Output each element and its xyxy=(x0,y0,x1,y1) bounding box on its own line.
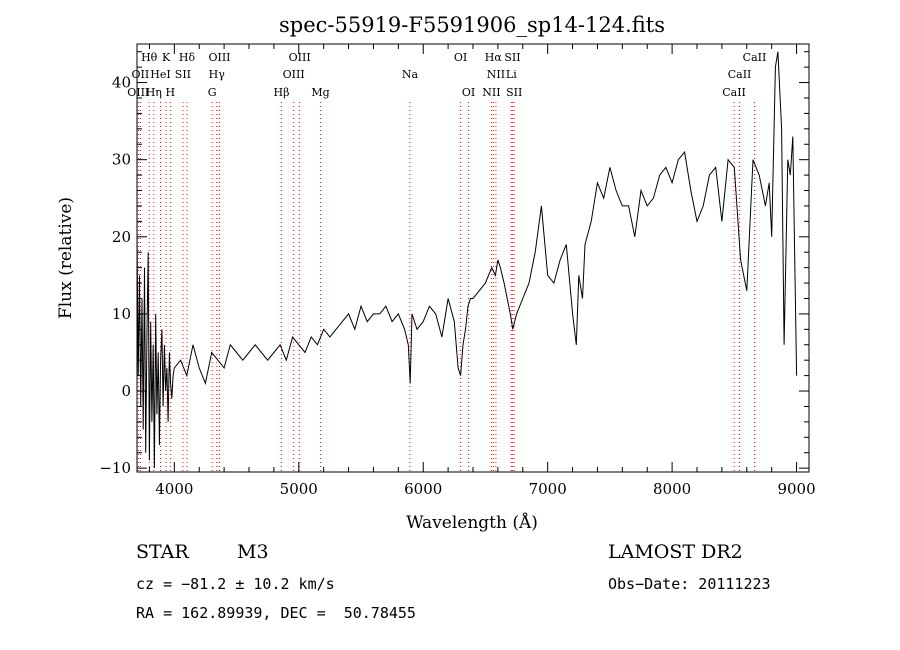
line-label: Hη xyxy=(146,86,162,99)
line-label: Hγ xyxy=(209,68,226,81)
x-tick-label: 8000 xyxy=(653,480,691,498)
x-axis: 4000 5000 6000 7000 8000 9000 xyxy=(148,44,816,498)
x-tick-label: 4000 xyxy=(155,480,193,498)
line-label: OI xyxy=(462,86,475,99)
x-tick-label: 9000 xyxy=(777,480,815,498)
x-tick-label: 5000 xyxy=(280,480,318,498)
y-tick-label: 20 xyxy=(112,228,131,246)
line-label: Na xyxy=(402,68,419,81)
line-label: Hδ xyxy=(179,51,196,64)
line-label: Hθ xyxy=(141,51,158,64)
plot-frame xyxy=(136,43,810,473)
y-tick-label: 30 xyxy=(112,151,131,169)
redshift-value: cz = −81.2 ± 10.2 km/s xyxy=(136,575,335,593)
line-label: SII xyxy=(504,51,520,64)
line-marker-group xyxy=(137,102,755,472)
line-label: CaII xyxy=(722,86,746,99)
y-tick-label: 10 xyxy=(112,305,131,323)
coordinates: RA = 162.89939, DEC = 50.78455 xyxy=(136,604,416,622)
survey-name: LAMOST DR2 xyxy=(608,541,743,563)
line-label: Mg xyxy=(311,86,329,99)
line-label: Hα xyxy=(485,51,503,64)
line-label: OIII xyxy=(283,68,305,81)
x-tick-label: 6000 xyxy=(404,480,442,498)
line-label: HeI xyxy=(150,68,170,81)
y-tick-label: 40 xyxy=(112,74,131,92)
line-label: OII xyxy=(132,68,150,81)
line-label: Li xyxy=(506,68,517,81)
line-label: NII xyxy=(487,68,505,81)
y-tick-label: −10 xyxy=(99,459,131,477)
y-axis-label: Flux (relative) xyxy=(56,197,76,319)
spectrum-line xyxy=(136,51,798,469)
chart-title: spec-55919-F5591906_sp14-124.fits xyxy=(279,13,665,37)
object-class: STAR xyxy=(136,541,189,563)
line-label: OIII xyxy=(289,51,311,64)
line-label: CaII xyxy=(743,51,767,64)
y-axis: −10 0 10 20 30 40 xyxy=(99,51,809,477)
line-label: Hβ xyxy=(274,86,290,99)
line-label: H xyxy=(166,86,176,99)
line-label: OI xyxy=(454,51,467,64)
line-label: OIII xyxy=(208,51,230,64)
line-label: K xyxy=(162,51,171,64)
line-label: SII xyxy=(175,68,191,81)
line-label: OIII xyxy=(127,86,149,99)
line-label: CaII xyxy=(728,68,752,81)
line-label: SII xyxy=(506,86,522,99)
line-label: NII xyxy=(482,86,500,99)
subclass: M3 xyxy=(237,541,269,563)
obs-date: Obs−Date: 20111223 xyxy=(608,575,771,593)
y-tick-label: 0 xyxy=(121,382,131,400)
line-label: G xyxy=(208,86,217,99)
x-axis-label: Wavelength (Å) xyxy=(406,512,538,533)
x-tick-label: 7000 xyxy=(529,480,567,498)
